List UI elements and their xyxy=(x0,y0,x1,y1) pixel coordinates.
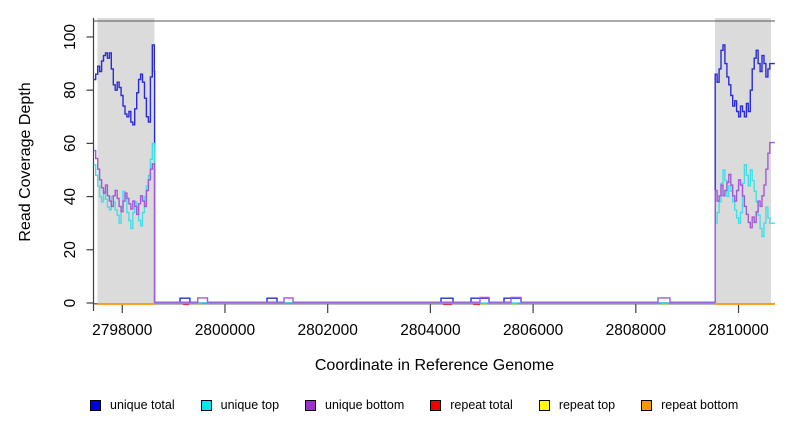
y-axis-title: Read Coverage Depth xyxy=(17,82,34,242)
legend-swatch-icon xyxy=(538,399,550,411)
shaded-repeat-region xyxy=(97,18,155,303)
y-tick-label: 80 xyxy=(62,81,79,99)
y-tick-label: 0 xyxy=(62,298,79,307)
series-line-unique-top xyxy=(93,142,775,304)
x-tick-label: 2802000 xyxy=(298,322,359,339)
y-tick-label: 40 xyxy=(62,188,79,206)
legend-label: unique total xyxy=(110,398,175,412)
x-tick-label: 2808000 xyxy=(606,322,667,339)
legend-label: unique top xyxy=(220,398,280,412)
x-axis-title: Coordinate in Reference Genome xyxy=(314,357,555,374)
legend-item-repeat-total: repeat total xyxy=(430,398,513,412)
legend-label: unique bottom xyxy=(325,398,405,412)
y-tick-label: 100 xyxy=(62,24,79,50)
legend-item-unique-bottom: unique bottom xyxy=(305,398,404,412)
legend-swatch-icon xyxy=(200,399,212,411)
legend-item-repeat-bottom: repeat bottom xyxy=(641,398,738,412)
legend-item-unique-total: unique total xyxy=(90,398,175,412)
series-line-unique-total xyxy=(93,44,775,304)
legend-label: repeat top xyxy=(558,398,616,412)
x-tick-label: 2800000 xyxy=(195,322,256,339)
legend-swatch-icon xyxy=(641,399,653,411)
legend-label: repeat bottom xyxy=(661,398,739,412)
legend-item-unique-top: unique top xyxy=(200,398,280,412)
legend-label: repeat total xyxy=(450,398,513,412)
series-line-unique-bottom xyxy=(93,141,775,303)
x-tick-label: 2798000 xyxy=(92,322,153,339)
x-tick-label: 2804000 xyxy=(400,322,461,339)
x-tick-label: 2806000 xyxy=(503,322,564,339)
chart-legend: unique total unique top unique bottom repea… xyxy=(90,398,738,412)
legend-swatch-icon xyxy=(430,399,442,411)
legend-swatch-icon xyxy=(90,399,101,411)
y-tick-label: 20 xyxy=(62,241,79,259)
legend-swatch-icon xyxy=(305,399,317,411)
x-tick-label: 2810000 xyxy=(708,322,769,339)
y-tick-label: 60 xyxy=(62,134,79,152)
legend-item-repeat-top: repeat top xyxy=(538,398,616,412)
